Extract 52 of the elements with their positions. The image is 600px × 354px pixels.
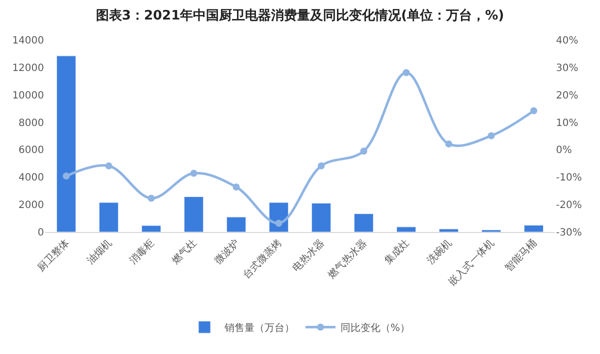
y-tick-label: 8000 xyxy=(18,118,44,129)
y2-tick-label: -20% xyxy=(556,200,582,212)
x-tick-label: 消毒柜 xyxy=(127,237,157,267)
point xyxy=(275,220,282,227)
x-tick-label: 燃气热水器 xyxy=(326,237,370,282)
bar xyxy=(354,214,374,232)
x-tick-label: 集成灶 xyxy=(382,237,412,267)
point xyxy=(62,172,70,180)
legend-label: 销售量（万台） xyxy=(224,322,294,334)
point xyxy=(232,184,240,191)
y2-tick-label: -30% xyxy=(556,228,582,238)
bar xyxy=(226,216,246,232)
point xyxy=(318,162,325,170)
bar xyxy=(438,228,459,232)
y2-tick-label: 30% xyxy=(556,62,578,74)
x-tick-label: 台式微蒸烤 xyxy=(240,237,284,282)
y2-tick-label: 20% xyxy=(556,90,578,102)
y-tick-label: 14000 xyxy=(12,36,44,46)
bar xyxy=(56,56,76,232)
x-tick-label: 洗碗机 xyxy=(424,237,454,267)
point xyxy=(402,69,410,76)
y2-tick-label: 0% xyxy=(556,145,572,156)
bar xyxy=(141,225,162,232)
bar xyxy=(311,202,332,232)
bar xyxy=(396,226,416,232)
x-tick-label: 微波炉 xyxy=(212,237,242,267)
x-tick-label: 智能马桶 xyxy=(502,237,540,274)
y2-tick-label: 40% xyxy=(556,36,578,46)
x-tick-label: 厨卫整体 xyxy=(35,237,72,274)
point xyxy=(445,140,452,148)
y-tick-label: 6000 xyxy=(18,145,44,156)
y-tick-label: 2000 xyxy=(18,200,44,212)
y2-tick-label: 10% xyxy=(556,118,578,129)
y-tick-label: 12000 xyxy=(12,62,44,74)
y2-tick-label: -10% xyxy=(556,172,582,184)
y-tick-label: 4000 xyxy=(18,172,44,184)
x-tick-label: 燃气灶 xyxy=(170,237,200,267)
y-tick-label: 0 xyxy=(38,228,44,238)
point xyxy=(148,194,155,202)
bar xyxy=(184,196,204,232)
x-tick-label: 电热水器 xyxy=(290,237,327,274)
point xyxy=(105,162,112,170)
point xyxy=(488,132,495,140)
y-tick-label: 10000 xyxy=(12,90,44,102)
point xyxy=(190,170,198,177)
chart-title: 图表3：2021年中国厨卫电器消费量及同比变化情况(单位：万台，%) xyxy=(96,8,504,24)
point xyxy=(360,148,368,155)
point xyxy=(530,107,538,114)
bar xyxy=(524,225,544,232)
bar xyxy=(98,202,119,232)
legend-label: 同比变化（%） xyxy=(340,322,410,334)
x-tick-label: 油烟机 xyxy=(84,237,114,267)
